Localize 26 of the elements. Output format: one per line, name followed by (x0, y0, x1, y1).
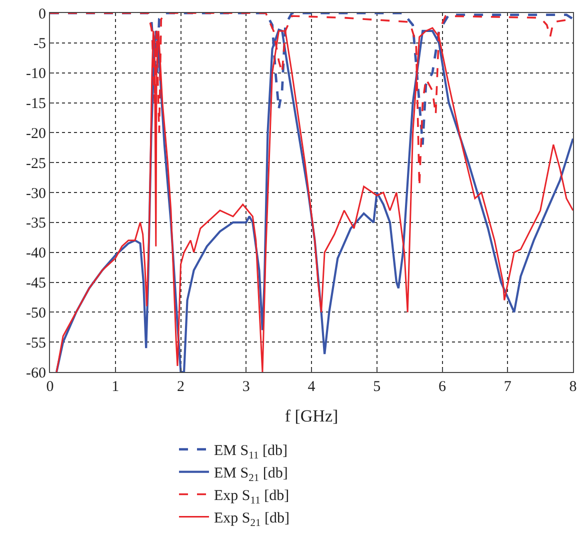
legend-label: Exp S$_{11}$ [db] (214, 488, 290, 506)
y-tick-label: -10 (26, 66, 46, 82)
x-tick-label: 3 (242, 379, 250, 395)
y-tick-label: 0 (38, 6, 46, 22)
y-tick-label: -60 (26, 365, 46, 382)
y-tick-label: -30 (26, 186, 46, 202)
y-tick-label: -15 (26, 96, 46, 112)
x-tick-label: 8 (569, 379, 577, 395)
x-tick-label: 1 (112, 379, 120, 395)
legend-label: EM S$_{21}$ [db] (214, 466, 288, 484)
x-tick-label: 4 (308, 379, 316, 395)
y-tick-label: -35 (26, 216, 46, 232)
x-tick-label: 2 (177, 379, 184, 395)
legend-label: Exp S$_{21}$ [db] (214, 510, 290, 529)
y-tick-label: -25 (26, 156, 46, 172)
x-tick-label: 5 (373, 379, 381, 395)
y-tick-label: -45 (26, 276, 46, 292)
y-tick-label: -20 (26, 126, 46, 142)
y-tick-label: -40 (26, 246, 46, 262)
y-tick-label: -55 (26, 335, 46, 352)
x-axis-title: f [GHz] (284, 406, 338, 426)
x-tick-label: 6 (438, 379, 446, 395)
legend-label: EM S$_{11}$ [db] (214, 443, 288, 462)
y-tick-label: -50 (26, 305, 46, 322)
y-tick-label: -5 (34, 36, 46, 52)
x-tick-label: 7 (504, 379, 512, 395)
